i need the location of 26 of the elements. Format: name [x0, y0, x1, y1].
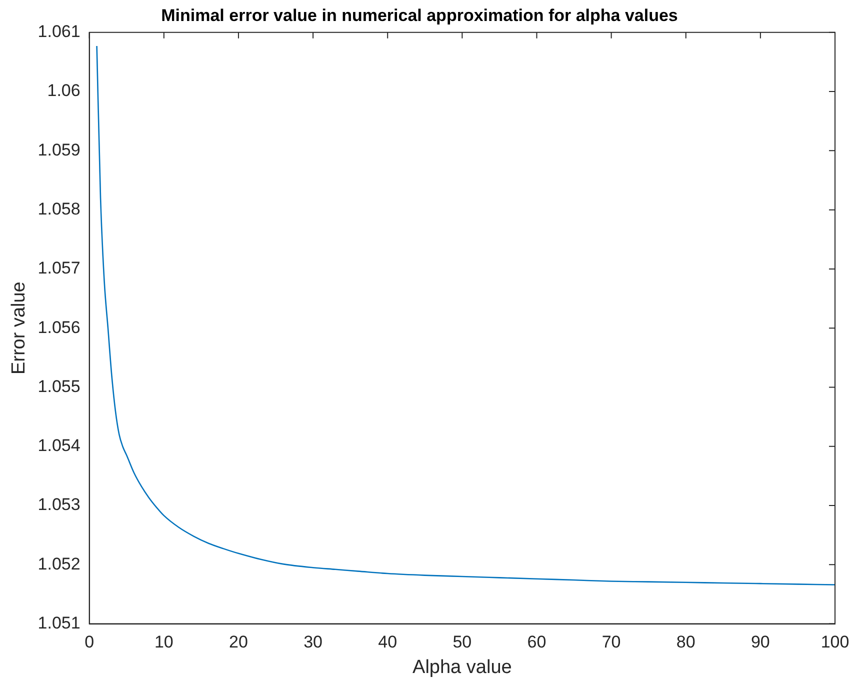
x-tick-label: 0 [84, 632, 94, 652]
x-tick-label: 90 [750, 632, 770, 652]
x-tick-label: 10 [154, 632, 174, 652]
y-tick-label: 1.052 [38, 554, 80, 574]
y-tick-label: 1.051 [38, 613, 80, 632]
x-tick-label: 60 [527, 632, 546, 652]
y-axis-title: Error value [8, 282, 30, 375]
x-tick-label: 50 [452, 632, 472, 652]
line-series [96, 45, 835, 586]
y-tick-label: 1.057 [38, 258, 80, 278]
y-tick-label: 1.054 [38, 436, 80, 456]
x-tick-label: 70 [602, 632, 621, 652]
y-tick-label: 1.055 [38, 376, 80, 396]
y-tick-label: 1.058 [38, 200, 80, 219]
x-tick-label: 80 [676, 632, 696, 652]
y-tick-label: 1.053 [38, 495, 80, 514]
y-tick-label: 1.06 [47, 81, 80, 100]
x-tick-label: 20 [229, 632, 248, 652]
y-tick-label: 1.059 [38, 140, 80, 160]
x-tick-label: 30 [304, 632, 322, 652]
x-axis-title: Alpha value [412, 656, 512, 678]
chart-title: Minimal error value in numerical approximation for alpha values [161, 6, 678, 25]
y-tick-label: 1.061 [38, 22, 80, 42]
x-tick-label: 100 [820, 632, 850, 652]
x-tick-label: 40 [378, 632, 398, 652]
y-tick-label: 1.056 [38, 318, 80, 337]
